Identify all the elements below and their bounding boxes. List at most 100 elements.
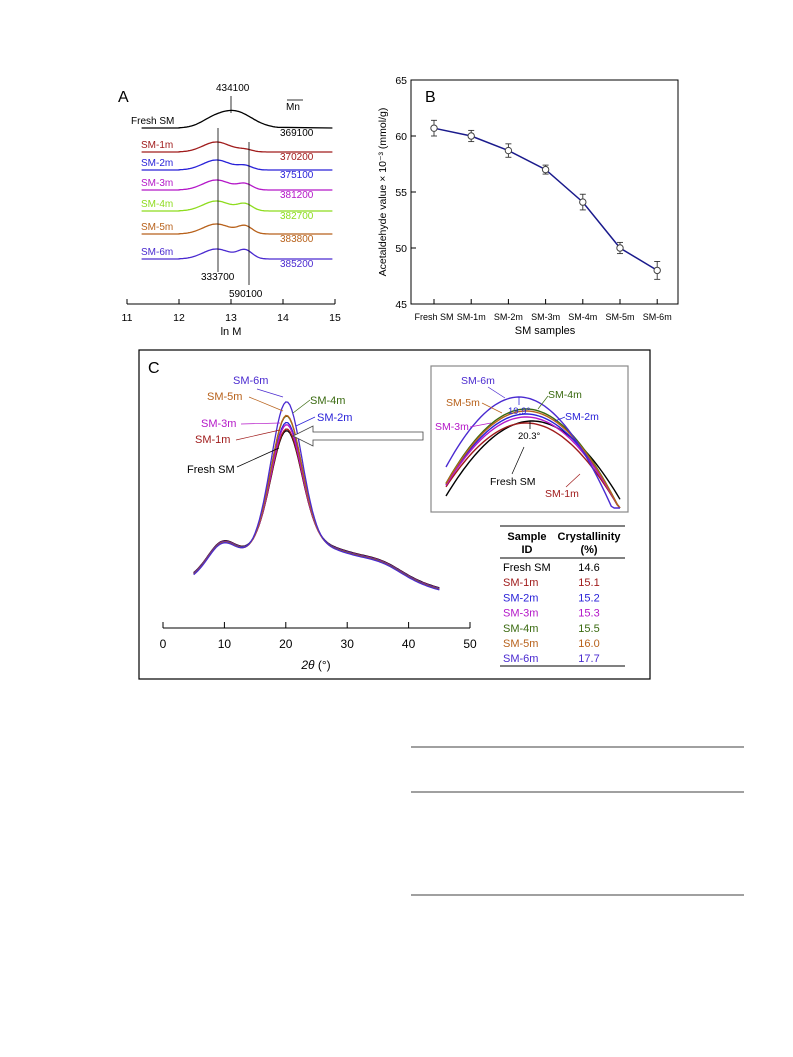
a-tick-label-12: 12	[173, 312, 185, 324]
table-row-id-sm-5m: SM-5m	[503, 638, 538, 650]
inset-label-sm-2m: SM-2m	[565, 411, 599, 423]
a-tick-label-14: 14	[277, 312, 289, 324]
b-ytick-label-50: 50	[395, 243, 407, 255]
xrd-main-labels: SM-6m SM-5m SM-4m SM-2m SM-3m SM-1m Fresh SM	[187, 375, 352, 476]
inset-curve-sm-3m	[445, 416, 621, 509]
c-tick-label-50: 50	[463, 637, 477, 651]
c-tick-label-10: 10	[218, 637, 232, 651]
b-xtick-label-sm-1m: SM-1m	[457, 312, 486, 322]
a-tick-label-13: 13	[225, 312, 237, 324]
inset-leader-sm-1m	[565, 473, 581, 488]
xrd-curve-fresh-sm	[193, 430, 440, 589]
b-point-fresh-sm	[430, 124, 438, 132]
panel-b-letter: B	[425, 89, 436, 106]
table-header-sample: Sample	[507, 531, 546, 543]
mn-value-sm-2m: 375100	[280, 170, 314, 181]
b-axes: 45 50 55 60 65 Fresh SM SM-1m SM-2m SM-3m SM-4m SM…	[395, 75, 671, 322]
table-header-id: ID	[522, 544, 533, 556]
table-row-value-sm-2m: 15.2	[578, 592, 599, 604]
inset-peak-low-label: 20.3°	[518, 431, 540, 442]
gpc-trace-sm-5m	[141, 223, 333, 235]
inset-curve-fresh-sm	[445, 420, 621, 500]
b-point-sm-1m	[467, 132, 475, 140]
xrd-main-leader-sm-1m	[235, 429, 281, 441]
gpc-trace-sm-4m	[141, 200, 333, 212]
panel-c: C 0 10 20 30 40 50 2θ (°) SM-6m SM-5m SM-4m SM-2…	[138, 349, 651, 680]
b-xtick-label-sm-6m: SM-6m	[643, 312, 672, 322]
xrd-curve-sm-4m	[193, 415, 440, 590]
gpc-label-sm-3m: SM-3m	[141, 178, 173, 189]
b-series-line	[433, 127, 658, 272]
inset-curve-sm-2m	[445, 413, 621, 509]
mn-value-sm-1m: 370200	[280, 152, 314, 163]
peak-label-top: 434100	[216, 83, 250, 94]
xrd-main-leader-sm-5m	[248, 396, 284, 412]
inset-leader-sm-4m	[537, 395, 549, 410]
table-row-id-sm-1m: SM-1m	[503, 577, 538, 589]
table-row-value-sm-3m: 15.3	[578, 608, 599, 620]
xrd-main-label-sm-4m: SM-4m	[310, 395, 345, 407]
c-tick-label-0: 0	[160, 637, 167, 651]
c-x-label: 2θ (°)	[300, 658, 330, 672]
table-row-value-sm-4m: 15.5	[578, 623, 599, 635]
xrd-main-leader-sm-4m	[292, 399, 311, 414]
xrd-curve-sm-2m	[193, 421, 440, 590]
a-tick-label-11: 11	[122, 312, 133, 324]
xrd-main-label-sm-3m: SM-3m	[201, 418, 236, 430]
table-row-value-sm-1m: 15.1	[578, 577, 599, 589]
panel-a-letter: A	[118, 89, 129, 106]
xrd-curve-sm-1m	[193, 428, 440, 589]
xrd-main-leader-sm-2m	[295, 416, 316, 427]
inset-label-sm-6m: SM-6m	[461, 375, 495, 387]
mn-value-sm-4m: 382700	[280, 211, 314, 222]
table-row-value-sm-6m: 17.7	[578, 653, 599, 665]
xrd-main-label-sm-5m: SM-5m	[207, 391, 242, 403]
table-row-id-sm-3m: SM-3m	[503, 608, 538, 620]
xrd-main-leader-sm-6m	[256, 388, 284, 398]
inset-label-sm-5m: SM-5m	[446, 397, 480, 409]
table-header-percent: (%)	[580, 544, 597, 556]
table-row-id-sm-2m: SM-2m	[503, 592, 538, 604]
c-tick-label-40: 40	[402, 637, 416, 651]
inset-curve-sm-6m	[445, 396, 620, 509]
crystallinity-table: Sample ID Crystallinity (%) Fresh SM 14.6…	[500, 525, 625, 667]
b-xtick-label-sm-4m: SM-4m	[568, 312, 597, 322]
inset-frame	[430, 365, 629, 513]
xrd-main-leader-fresh-sm	[236, 447, 280, 468]
c-tick-label-30: 30	[341, 637, 355, 651]
inset-label-fresh-sm: Fresh SM	[490, 476, 536, 488]
c-tick-label-20: 20	[279, 637, 293, 651]
xrd-main-leader-sm-3m	[240, 422, 281, 425]
a-x-ticks: 11 12 13 14 15	[122, 299, 341, 324]
peak-label-right: 590100	[229, 289, 263, 300]
b-x-label: SM samples	[515, 325, 576, 337]
inset-curve-sm-5m	[445, 410, 621, 509]
table-rows: Fresh SM 14.6 SM-1m 15.1 SM-2m 15.2 SM-3m 15.3 S…	[503, 562, 600, 665]
gpc-traces: Fresh SM 369100 SM-1m 370200 SM-2m 375100 SM-3…	[131, 109, 333, 270]
xrd-curve-sm-3m	[193, 424, 440, 590]
mn-header: Mn	[286, 102, 300, 113]
table-row-value-sm-5m: 16.0	[578, 638, 599, 650]
xrd-main-curves	[193, 401, 440, 591]
mn-value-fresh-sm: 369100	[280, 128, 314, 139]
table-header-crystallinity: Crystallinity	[558, 531, 622, 543]
b-ytick-label-55: 55	[395, 187, 407, 199]
b-ytick-label-60: 60	[395, 131, 407, 143]
mn-value-sm-6m: 385200	[280, 259, 314, 270]
panel-a: A 434100 Mn Fresh SM 369100 SM-1m 370200 SM-…	[118, 83, 341, 338]
b-point-sm-5m	[616, 244, 624, 252]
table-row-value-fresh-sm: 14.6	[578, 562, 599, 574]
c-x-ticks: 0 10 20 30 40 50	[160, 622, 477, 651]
panel-b: B 45 50 55 60 65 Fresh SM SM-1m SM-2m SM-3m SM-4m…	[377, 75, 679, 337]
inset-label-sm-3m: SM-3m	[435, 421, 469, 433]
table-row-id-fresh-sm: Fresh SM	[503, 562, 551, 574]
b-point-sm-3m	[541, 165, 550, 174]
gpc-label-sm-6m: SM-6m	[141, 247, 173, 258]
xrd-inset-curves	[445, 396, 621, 509]
inset-leader-fresh-sm	[511, 446, 525, 475]
inset-label-sm-4m: SM-4m	[548, 389, 582, 401]
xrd-main-label-fresh-sm: Fresh SM	[187, 464, 235, 476]
xrd-inset-labels: SM-6m SM-4m SM-5m SM-2m SM-3m Fresh SM SM-1m	[435, 375, 599, 500]
gpc-label-sm-4m: SM-4m	[141, 199, 173, 210]
